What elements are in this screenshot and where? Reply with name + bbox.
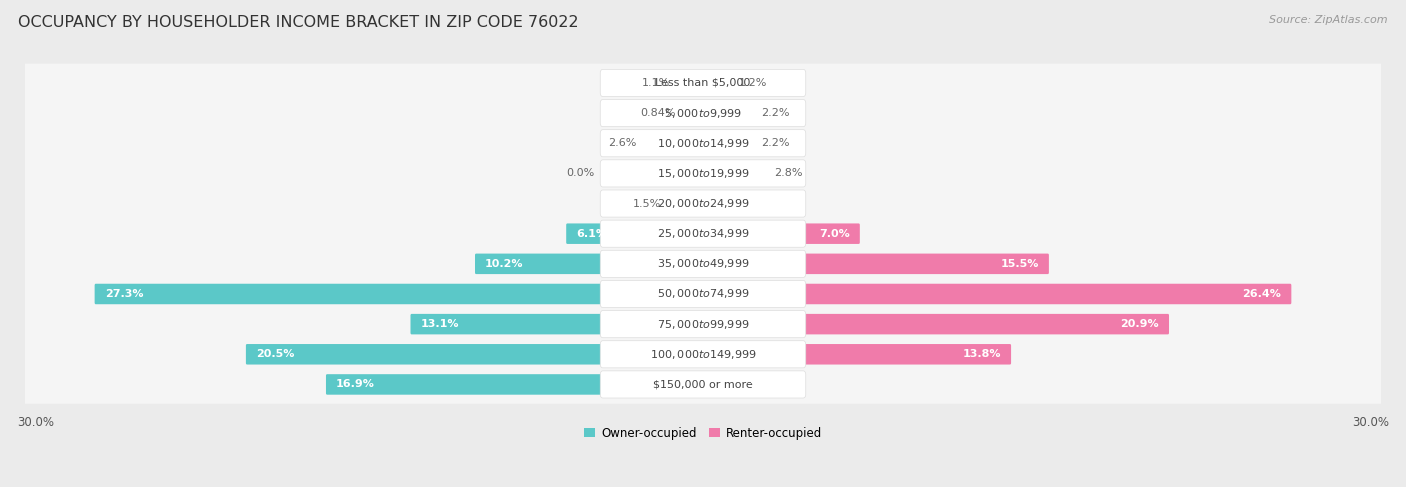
Text: 4.1%: 4.1% <box>754 199 786 208</box>
FancyBboxPatch shape <box>702 163 766 184</box>
FancyBboxPatch shape <box>702 284 1291 304</box>
Text: $20,000 to $24,999: $20,000 to $24,999 <box>657 197 749 210</box>
Legend: Owner-occupied, Renter-occupied: Owner-occupied, Renter-occupied <box>579 422 827 445</box>
Text: 6.1%: 6.1% <box>576 229 607 239</box>
FancyBboxPatch shape <box>600 160 806 187</box>
FancyBboxPatch shape <box>702 314 1168 335</box>
FancyBboxPatch shape <box>21 154 1385 193</box>
Text: 2.8%: 2.8% <box>775 169 803 178</box>
FancyBboxPatch shape <box>600 311 806 337</box>
FancyBboxPatch shape <box>600 69 806 96</box>
FancyBboxPatch shape <box>702 344 1011 365</box>
FancyBboxPatch shape <box>326 374 704 394</box>
Text: 2.6%: 2.6% <box>607 138 637 148</box>
Text: 20.9%: 20.9% <box>1121 319 1159 329</box>
FancyBboxPatch shape <box>21 94 1385 132</box>
FancyBboxPatch shape <box>21 124 1385 163</box>
Text: 0.0%: 0.0% <box>565 169 593 178</box>
Text: $5,000 to $9,999: $5,000 to $9,999 <box>664 107 742 120</box>
FancyBboxPatch shape <box>702 254 1049 274</box>
FancyBboxPatch shape <box>702 224 860 244</box>
FancyBboxPatch shape <box>21 305 1385 343</box>
Text: 1.5%: 1.5% <box>633 199 661 208</box>
FancyBboxPatch shape <box>702 193 796 214</box>
Text: 16.9%: 16.9% <box>336 379 375 390</box>
FancyBboxPatch shape <box>21 64 1385 102</box>
Text: 1.2%: 1.2% <box>738 78 766 88</box>
Text: 13.1%: 13.1% <box>420 319 458 329</box>
FancyBboxPatch shape <box>702 374 789 394</box>
Text: 27.3%: 27.3% <box>104 289 143 299</box>
FancyBboxPatch shape <box>21 335 1385 374</box>
Text: 26.4%: 26.4% <box>1243 289 1281 299</box>
FancyBboxPatch shape <box>21 244 1385 283</box>
FancyBboxPatch shape <box>600 371 806 398</box>
FancyBboxPatch shape <box>411 314 704 335</box>
FancyBboxPatch shape <box>21 275 1385 313</box>
Text: 1.1%: 1.1% <box>641 78 669 88</box>
Text: 13.8%: 13.8% <box>963 349 1001 359</box>
FancyBboxPatch shape <box>702 133 754 153</box>
FancyBboxPatch shape <box>600 250 806 278</box>
Text: $50,000 to $74,999: $50,000 to $74,999 <box>657 287 749 300</box>
Text: $75,000 to $99,999: $75,000 to $99,999 <box>657 318 749 331</box>
Text: 2.2%: 2.2% <box>761 138 789 148</box>
Text: 7.0%: 7.0% <box>820 229 849 239</box>
FancyBboxPatch shape <box>21 184 1385 223</box>
FancyBboxPatch shape <box>21 214 1385 253</box>
FancyBboxPatch shape <box>600 281 806 308</box>
Text: 10.2%: 10.2% <box>485 259 523 269</box>
Text: $35,000 to $49,999: $35,000 to $49,999 <box>657 257 749 270</box>
Text: 15.5%: 15.5% <box>1001 259 1039 269</box>
Text: OCCUPANCY BY HOUSEHOLDER INCOME BRACKET IN ZIP CODE 76022: OCCUPANCY BY HOUSEHOLDER INCOME BRACKET … <box>18 15 579 30</box>
Text: $100,000 to $149,999: $100,000 to $149,999 <box>650 348 756 361</box>
Text: 2.2%: 2.2% <box>761 108 789 118</box>
Text: $10,000 to $14,999: $10,000 to $14,999 <box>657 137 749 150</box>
FancyBboxPatch shape <box>567 224 704 244</box>
FancyBboxPatch shape <box>246 344 704 365</box>
Text: $15,000 to $19,999: $15,000 to $19,999 <box>657 167 749 180</box>
FancyBboxPatch shape <box>600 130 806 157</box>
Text: 0.84%: 0.84% <box>640 108 675 118</box>
Text: Source: ZipAtlas.com: Source: ZipAtlas.com <box>1270 15 1388 25</box>
Text: Less than $5,000: Less than $5,000 <box>655 78 751 88</box>
FancyBboxPatch shape <box>702 103 754 123</box>
FancyBboxPatch shape <box>600 341 806 368</box>
FancyBboxPatch shape <box>21 365 1385 404</box>
FancyBboxPatch shape <box>644 133 704 153</box>
Text: $25,000 to $34,999: $25,000 to $34,999 <box>657 227 749 240</box>
Text: 20.5%: 20.5% <box>256 349 294 359</box>
FancyBboxPatch shape <box>475 254 704 274</box>
FancyBboxPatch shape <box>683 103 704 123</box>
FancyBboxPatch shape <box>600 220 806 247</box>
FancyBboxPatch shape <box>678 73 704 93</box>
Text: 3.8%: 3.8% <box>748 379 779 390</box>
FancyBboxPatch shape <box>600 190 806 217</box>
FancyBboxPatch shape <box>94 284 704 304</box>
FancyBboxPatch shape <box>702 73 731 93</box>
Text: $150,000 or more: $150,000 or more <box>654 379 752 390</box>
FancyBboxPatch shape <box>668 193 704 214</box>
FancyBboxPatch shape <box>600 99 806 127</box>
